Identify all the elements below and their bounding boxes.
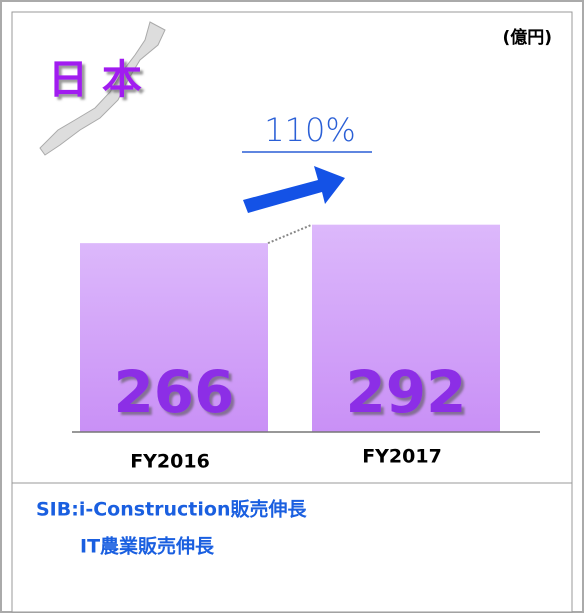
- x-tick-label: FY2017: [362, 446, 442, 468]
- growth-arrow: [243, 166, 345, 213]
- data-label: 266: [113, 358, 234, 426]
- bar: [312, 224, 500, 432]
- title: 日 本: [48, 57, 142, 103]
- japan-map: [39, 21, 166, 156]
- unit: (億円): [502, 27, 552, 48]
- growth-label: 110%: [264, 111, 355, 149]
- data-label: 292: [345, 358, 466, 426]
- note: SIB:i-Construction販売伸長: [36, 498, 307, 521]
- x-tick-label: FY2016: [130, 451, 210, 473]
- note: IT農業販売伸長: [80, 535, 215, 558]
- bar: [80, 243, 268, 432]
